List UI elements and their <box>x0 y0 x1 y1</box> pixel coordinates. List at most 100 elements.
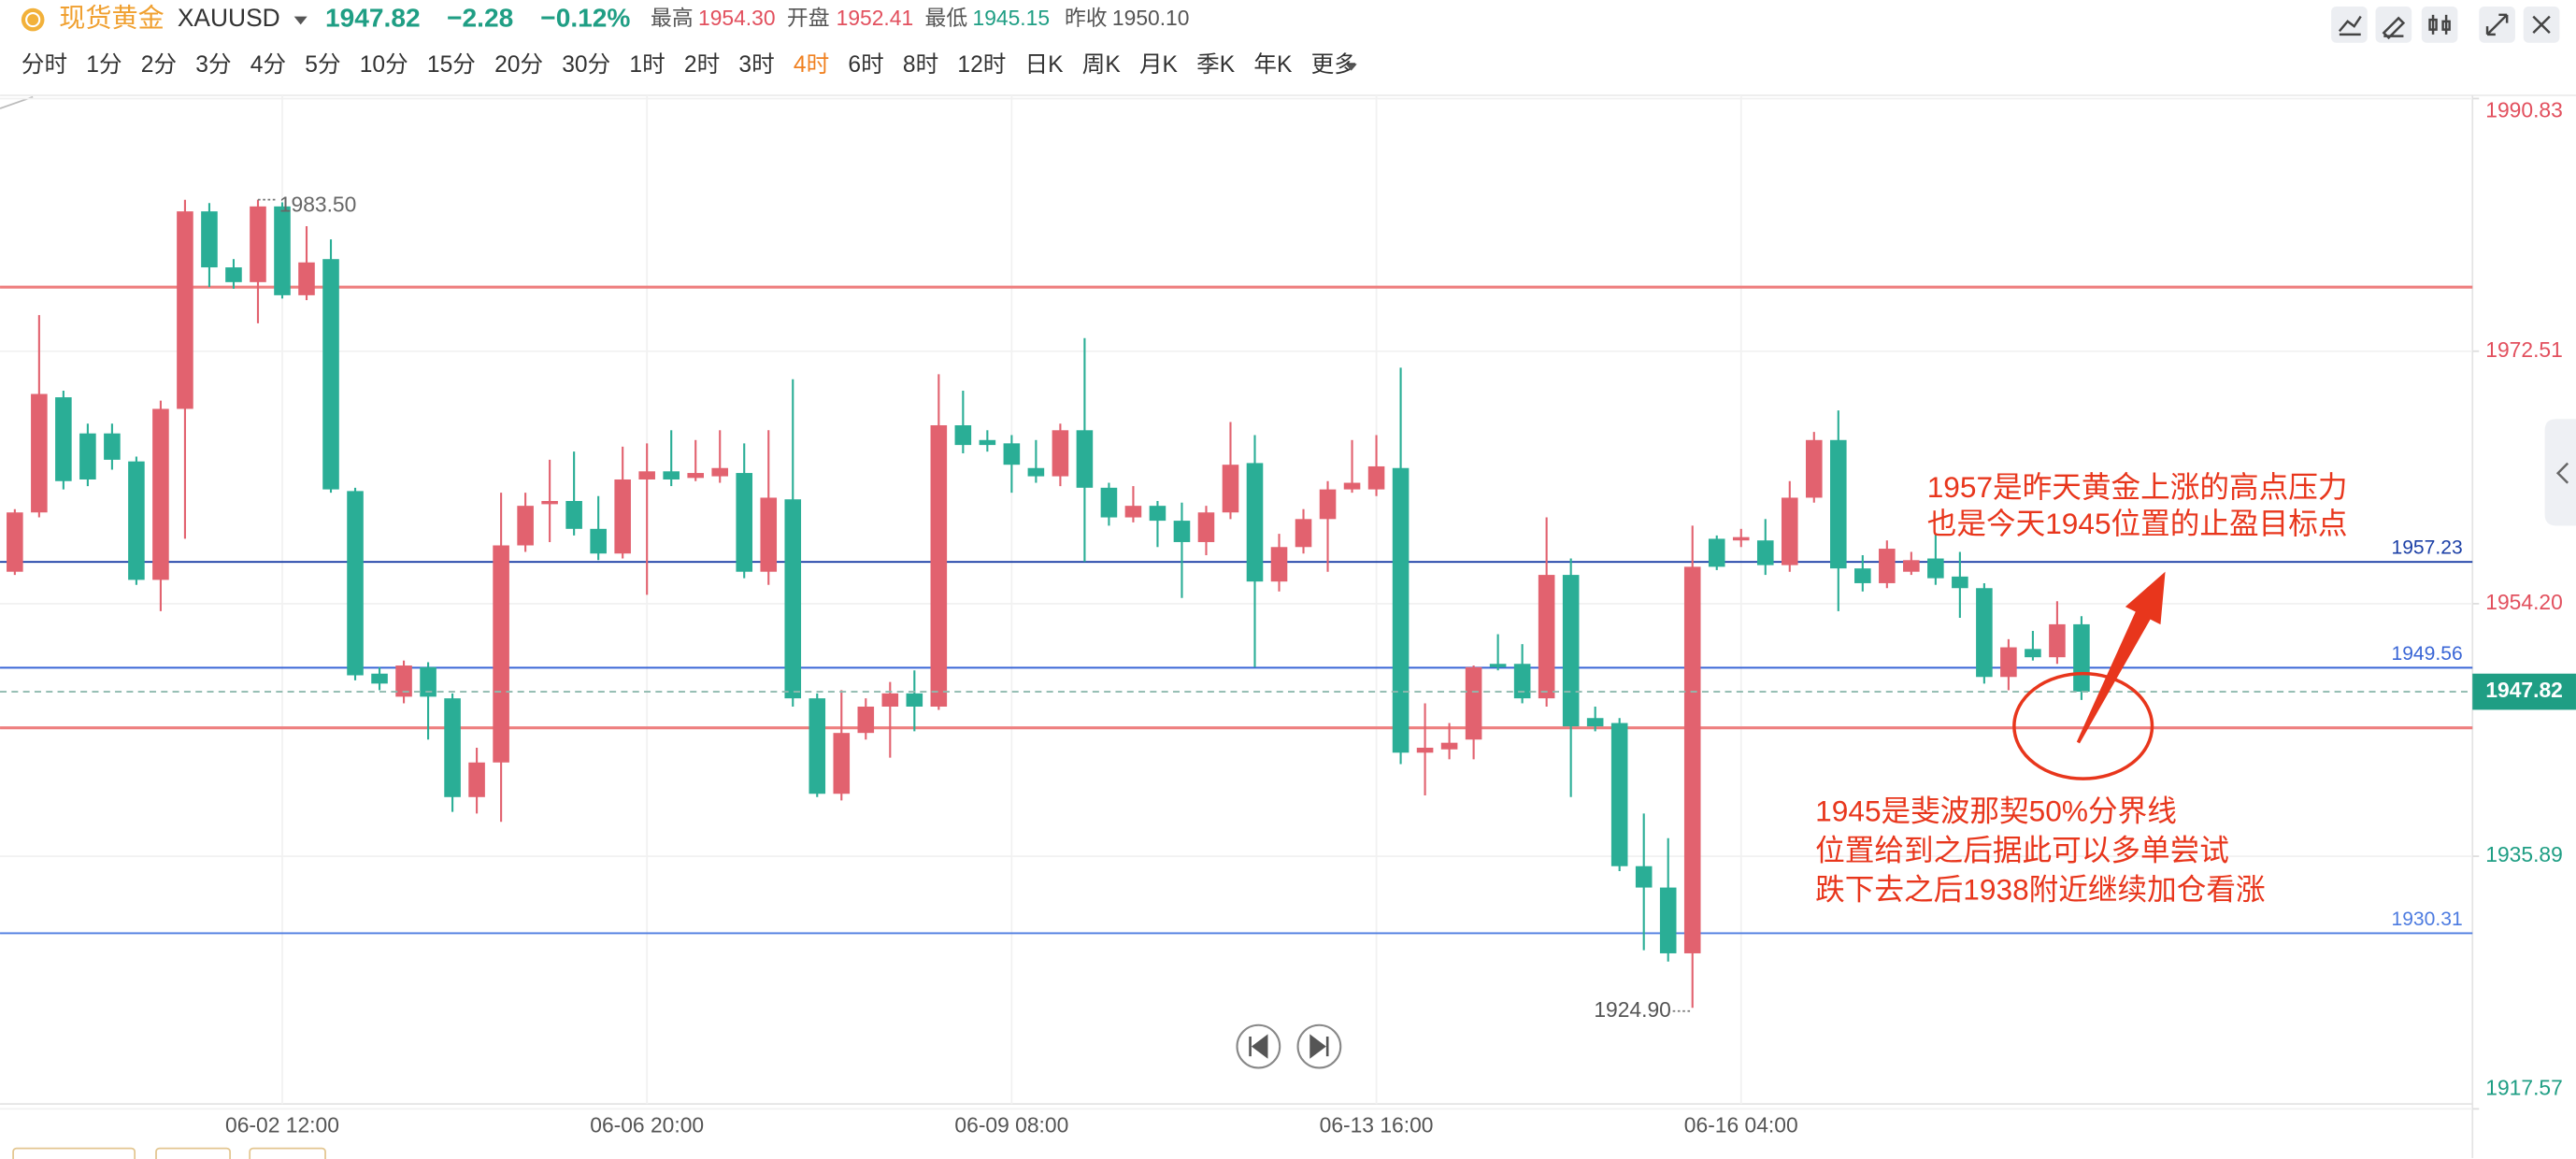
y-tick-label: 1917.57 <box>2485 1075 2563 1099</box>
candle-body <box>784 499 802 699</box>
candle-body <box>2073 623 2090 693</box>
candle-body <box>1100 487 1118 518</box>
timeframe-tab[interactable]: 20分 <box>494 51 543 78</box>
candle-body <box>857 706 875 734</box>
candle-body <box>590 528 607 554</box>
timeframe-tab[interactable]: 30分 <box>562 51 610 78</box>
bottom-button[interactable] <box>12 1147 136 1159</box>
timeframe-tab[interactable]: 5分 <box>305 51 340 78</box>
candle-body <box>711 467 729 477</box>
candle-body <box>1173 521 1191 542</box>
candle-body <box>1879 549 1896 583</box>
more-caret[interactable] <box>1345 64 1357 71</box>
low-value: 1945.15 <box>973 6 1051 30</box>
side-panel-glyph <box>2555 462 2569 484</box>
bottom-button[interactable] <box>249 1147 326 1159</box>
annotation: 也是今天1945位置的止盈目标点 <box>1927 507 2348 540</box>
price-line-label: 1957.23 <box>2391 537 2462 559</box>
chart-type-glyph <box>2428 14 2451 35</box>
timeframe-tab[interactable]: 1时 <box>629 51 665 78</box>
candle-body <box>2000 647 2017 678</box>
candle-body <box>104 433 121 460</box>
timeframe-tab[interactable]: 3时 <box>738 51 774 78</box>
x-tick-label: 06-13 16:00 <box>1320 1113 1434 1138</box>
candle-body <box>881 693 899 707</box>
timeframe-bar: 分时 1分 2分 3分 4分 5分 10分 15分 20分 30分 1时 2时 3时 4时 6时 8时 12时日… <box>21 51 1357 78</box>
timeframe-tab[interactable]: 4时 <box>794 51 829 78</box>
timeframe-tab[interactable]: 4分 <box>250 51 286 78</box>
candle-body <box>1295 519 1312 548</box>
candle-body <box>1683 566 1701 953</box>
candle-body <box>1222 465 1239 513</box>
chart-type-button[interactable] <box>2421 7 2458 43</box>
candle-body <box>1367 465 1385 490</box>
candle-body <box>225 267 242 282</box>
indicator-button[interactable] <box>2331 7 2368 43</box>
candle-body <box>2049 623 2066 658</box>
timeframe-tab[interactable]: 分时 <box>21 51 67 78</box>
candle-body <box>55 397 72 481</box>
candle-body <box>517 506 534 546</box>
y-tick-label: 1972.51 <box>2485 337 2563 362</box>
candle-body <box>687 473 704 479</box>
timeframe-tab[interactable]: 6时 <box>848 51 883 78</box>
next-glyph <box>1309 1034 1329 1059</box>
candle-body <box>2025 649 2041 658</box>
timeframe-tab[interactable]: 10分 <box>360 51 408 78</box>
timeframe-tab[interactable]: 2分 <box>141 51 177 78</box>
candle-body <box>979 439 996 446</box>
candle-body <box>371 673 388 684</box>
candle-body <box>736 473 753 572</box>
candle-body <box>152 408 169 580</box>
x-tick-label: 06-16 04:00 <box>1684 1113 1798 1138</box>
candle-body <box>1124 506 1142 518</box>
prev-glyph <box>1249 1034 1268 1059</box>
symbol[interactable]: XAUUSD <box>178 4 280 32</box>
candle-body <box>1732 537 1750 541</box>
annotation: 位置给到之后据此可以多单尝试 <box>1815 834 2229 867</box>
fullscreen-glyph <box>2485 13 2509 36</box>
candle-body <box>1076 430 1094 488</box>
candle-body <box>1465 666 1482 740</box>
bottom-button[interactable] <box>155 1147 231 1159</box>
candle-body <box>1319 489 1337 520</box>
candle-body <box>1538 575 1555 699</box>
side-panel-tab[interactable] <box>2544 419 2576 526</box>
timeframe-tab[interactable]: 月K <box>1139 52 1179 78</box>
price-change-pct: −0.12% <box>540 4 630 33</box>
annotation: 1957是昨天黄金上涨的高点压力 <box>1927 470 2348 504</box>
symbol-caret[interactable] <box>293 16 308 25</box>
coin-icon-ring <box>25 12 41 28</box>
open-label: 开盘 <box>787 6 830 30</box>
candle-body <box>663 471 680 479</box>
candle-body <box>1003 443 1021 465</box>
timeframe-tab[interactable]: 2时 <box>684 51 720 78</box>
candle-body <box>201 211 218 268</box>
candle-body <box>614 479 631 554</box>
candle-body <box>1513 664 1531 699</box>
timeframe-tab[interactable]: 日K <box>1025 52 1065 78</box>
candle-body <box>760 497 778 572</box>
price-line-label: 1930.31 <box>2391 909 2462 930</box>
high-label: 最高 <box>651 6 694 30</box>
candle-body <box>322 259 339 490</box>
timeframe-tab[interactable]: 季K <box>1196 51 1236 78</box>
timeframe-tab[interactable]: 12时 <box>957 51 1006 78</box>
timeframe-tab[interactable]: 周K <box>1082 52 1122 78</box>
y-tick-label: 1990.83 <box>2485 98 2563 122</box>
candle-body <box>1197 512 1215 542</box>
timeframe-tab[interactable]: 8时 <box>903 51 938 78</box>
candle-body <box>1027 467 1045 477</box>
current-price-label: 1947.82 <box>2485 678 2563 702</box>
timeframe-tab[interactable]: 1分 <box>86 51 122 78</box>
candle-body <box>1562 575 1580 727</box>
timeframe-tab[interactable]: 3分 <box>195 51 231 78</box>
candle-body <box>1976 588 1993 678</box>
candle-body <box>1392 467 1410 753</box>
candle-body <box>468 762 485 797</box>
timeframe-tab[interactable]: 15分 <box>427 51 476 78</box>
timeframe-tab[interactable]: 年K <box>1253 51 1293 78</box>
